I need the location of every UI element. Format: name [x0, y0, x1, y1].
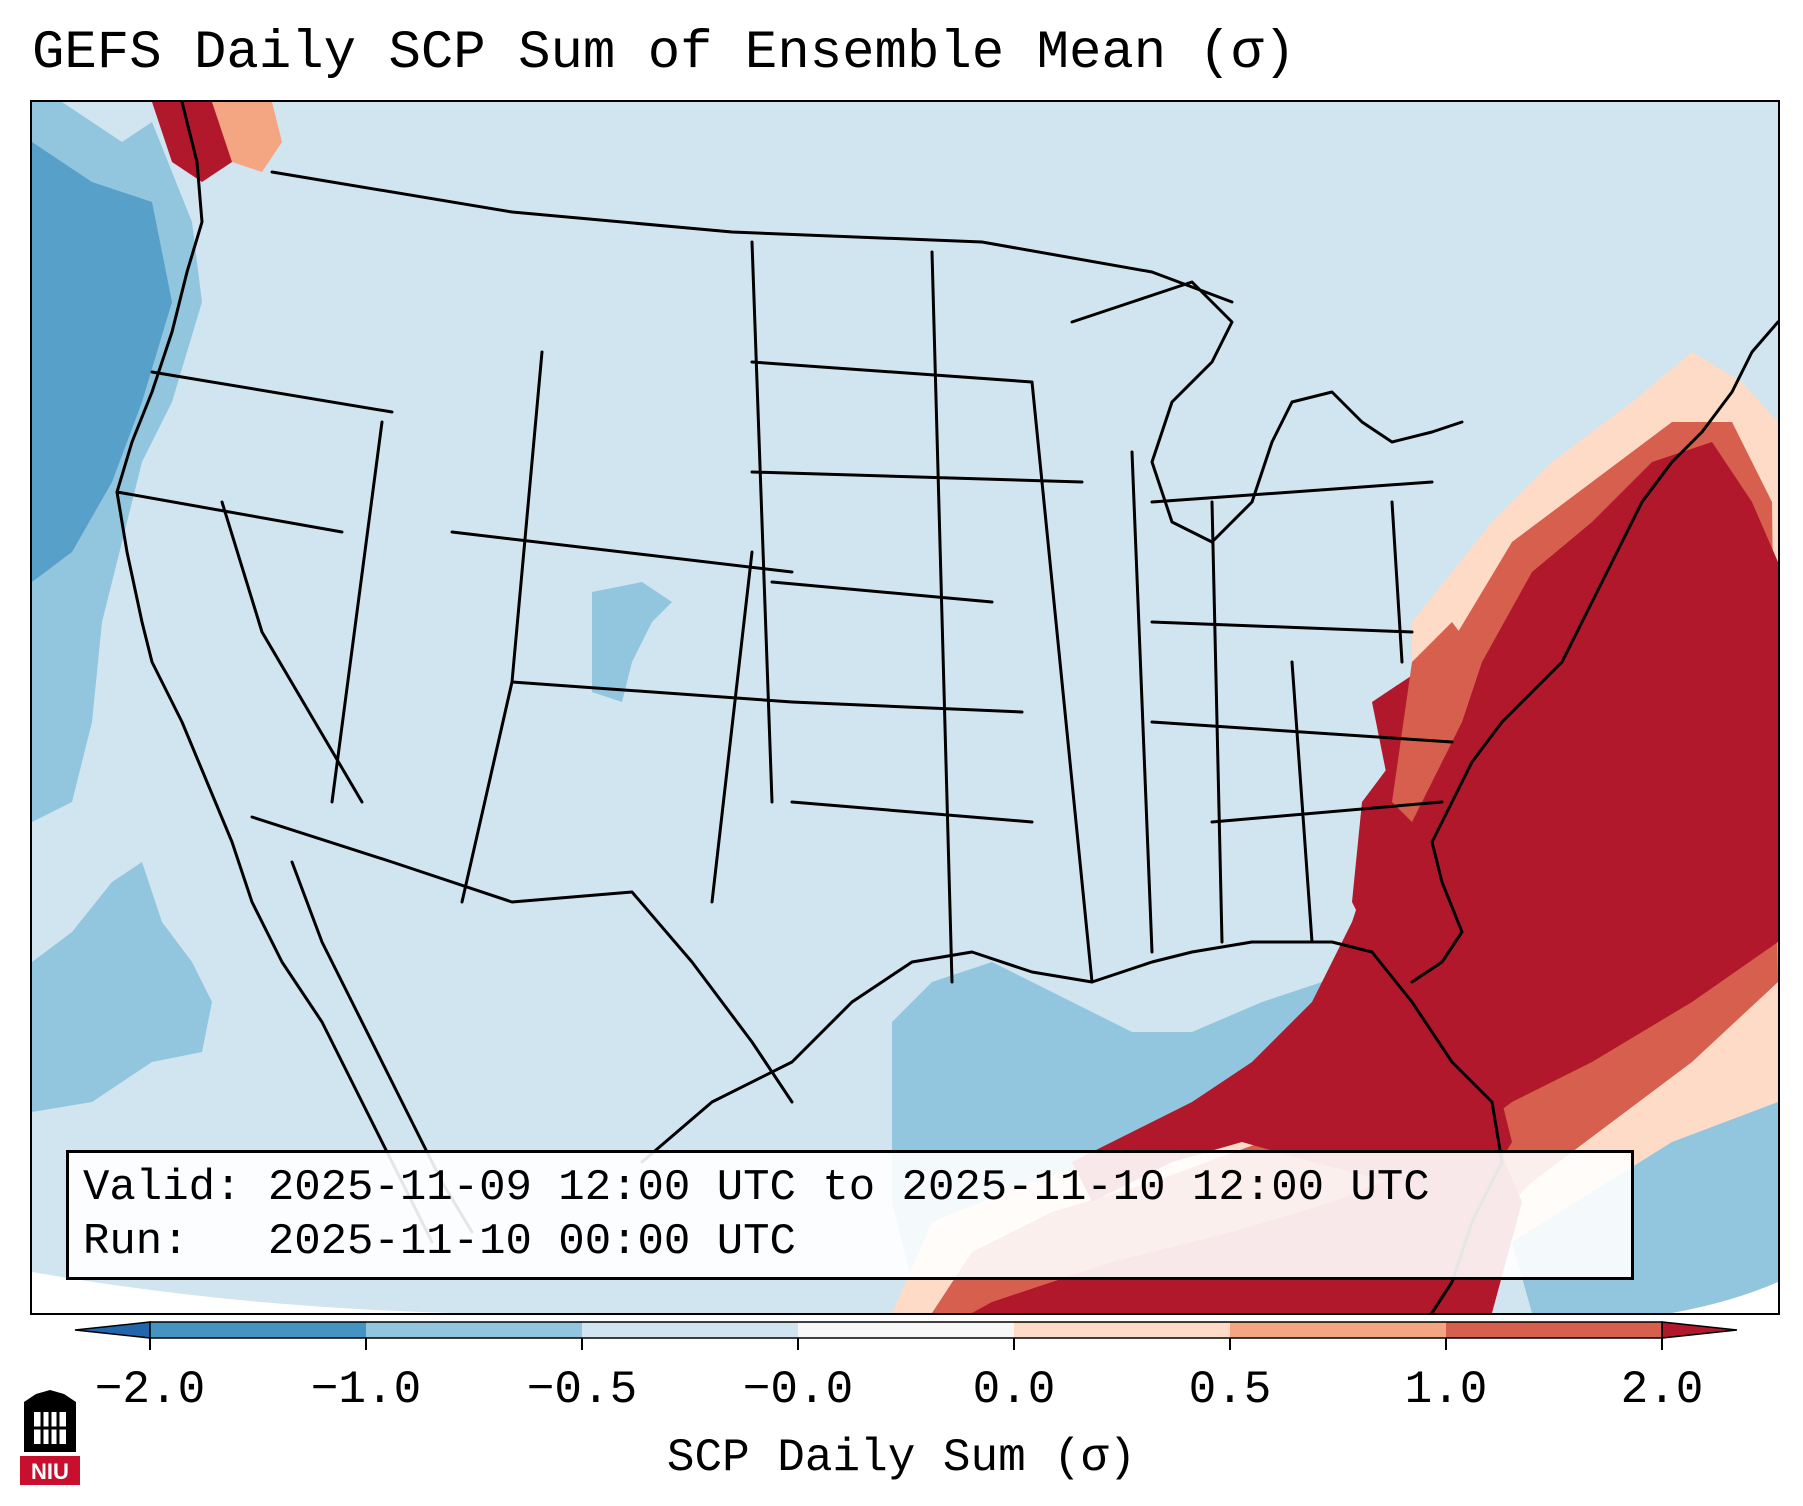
pacific-anomaly-south	[32, 862, 212, 1112]
colorbar-bin	[366, 1322, 582, 1338]
run-line: Run: 2025-11-10 00:00 UTC	[83, 1215, 1617, 1269]
state-borders-west	[115, 350, 794, 904]
colorbar-tick-label: −0.0	[743, 1364, 853, 1416]
colorbar-bin	[582, 1322, 798, 1338]
run-value: 2025-11-10 00:00 UTC	[267, 1217, 796, 1267]
pacific-anomaly-deep	[32, 142, 172, 582]
colorbar-bin	[798, 1322, 1014, 1338]
anomaly-map	[32, 102, 1778, 1313]
projection-corner-right	[1672, 1282, 1778, 1313]
info-box: Valid: 2025-11-09 12:00 UTC to 2025-11-1…	[66, 1150, 1634, 1280]
page-title: GEFS Daily SCP Sum of Ensemble Mean (σ)	[32, 23, 1296, 84]
niu-logo-icon: NIU	[20, 1390, 80, 1485]
colorbar-tick-label: 0.0	[973, 1364, 1056, 1416]
colorbar-under-arrow	[74, 1321, 151, 1339]
mexico-border	[250, 815, 794, 1104]
colorbar-tick-label: 0.5	[1189, 1364, 1272, 1416]
florida-coastline	[1410, 320, 1778, 984]
run-label: Run:	[83, 1217, 189, 1267]
colorbar-tick-label: −1.0	[311, 1364, 421, 1416]
state-borders-central	[750, 240, 1154, 984]
colorbar-ticks: −2.0 −1.0 −0.5 −0.0 0.0 0.5 1.0 2.0	[95, 1338, 1704, 1416]
colorbar-bin	[1230, 1322, 1446, 1338]
southeast-anomaly-mid	[1392, 622, 1482, 822]
colorbar-tick-label: 2.0	[1621, 1364, 1704, 1416]
colorado-anomaly	[592, 582, 672, 702]
colorbar-label: SCP Daily Sum (σ)	[666, 1432, 1137, 1484]
valid-line: Valid: 2025-11-09 12:00 UTC to 2025-11-1…	[83, 1161, 1617, 1215]
canada-border	[270, 170, 1234, 304]
great-lakes	[1070, 280, 1464, 544]
valid-label: Valid:	[83, 1163, 242, 1213]
colorbar-bin	[1014, 1322, 1230, 1338]
colorbar-bin	[1446, 1322, 1662, 1338]
colorbar-frame	[149, 1321, 1663, 1339]
west-coastline	[115, 102, 434, 1244]
northwest-anomaly-mid	[212, 102, 282, 172]
colorbar: −2.0 −1.0 −0.5 −0.0 0.0 0.5 1.0 2.0	[74, 1321, 1738, 1416]
map-panel	[30, 100, 1780, 1315]
valid-value: 2025-11-09 12:00 UTC to 2025-11-10 12:00…	[267, 1163, 1430, 1213]
state-borders-east	[1150, 480, 1454, 944]
colorbar-tick-label: 1.0	[1405, 1364, 1488, 1416]
niu-logo-text: NIU	[31, 1459, 69, 1484]
colorbar-tick-label: −0.5	[527, 1364, 637, 1416]
colorbar-bins	[74, 1321, 1738, 1339]
colorbar-bin	[150, 1322, 366, 1338]
colorbar-over-arrow	[1661, 1321, 1738, 1339]
colorbar-tick-label: −2.0	[95, 1364, 205, 1416]
projection-corner	[32, 1272, 452, 1313]
